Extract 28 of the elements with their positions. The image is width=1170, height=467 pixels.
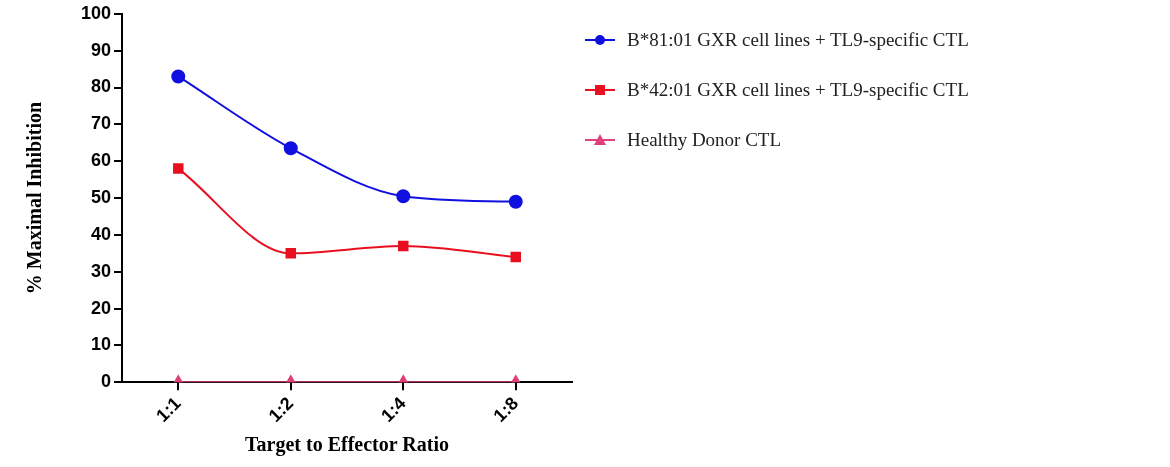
y-tick-label: 40 [91,223,112,244]
y-tick-label: 20 [91,297,112,318]
y-tick-label: 90 [91,39,112,60]
y-tick-label: 10 [91,334,112,355]
x-axis-title: Target to Effector Ratio [245,433,449,457]
y-tick-label: 0 [101,371,112,392]
y-tick-label: 80 [91,76,112,97]
point [285,248,297,259]
point [283,141,298,156]
legend-label: B*42:01 GXR cell lines + TL9-specific CTL [627,79,969,101]
y-axis-title: % Maximal Inhibition [23,101,46,295]
x-tick-label: 1:8 [489,393,523,426]
legend-label: Healthy Donor CTL [627,129,782,151]
x-tick-label: 1:1 [152,393,185,426]
point [396,189,411,204]
y-tick-label: 70 [91,113,112,134]
x-tick-label: 1:4 [377,393,410,426]
y-tick-label: 30 [91,260,112,281]
point [510,251,521,263]
y-tick-label: 50 [91,187,112,208]
legend-label: B*81:01 GXR cell lines + TL9-specific CTL [627,29,969,51]
point [398,240,409,252]
point [171,69,186,84]
y-tick-label: 60 [91,150,112,171]
point [508,194,523,209]
x-tick-label: 1:2 [264,393,298,426]
y-tick-label: 100 [80,2,112,23]
point [173,163,184,174]
